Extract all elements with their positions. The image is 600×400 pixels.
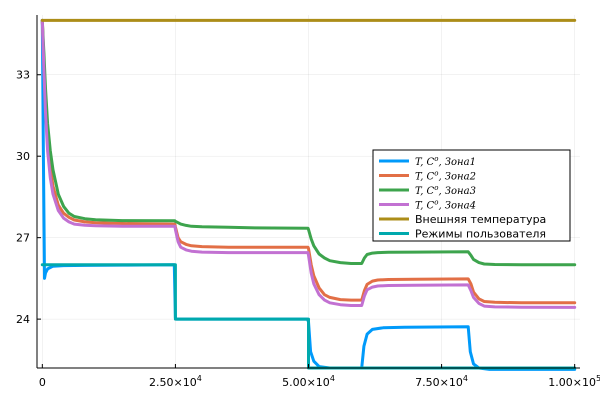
y-axis-ticks: 24 27 30 33 bbox=[16, 69, 41, 326]
x-tick-label: 5.00×104 bbox=[282, 374, 335, 389]
legend-label-2: T, Co, Зона2 bbox=[415, 170, 476, 183]
y-tick-label: 30 bbox=[16, 150, 30, 163]
y-tick-label: 33 bbox=[16, 69, 30, 82]
legend-label-5: Внешняя температура bbox=[415, 213, 546, 226]
x-tick-label: 0 bbox=[39, 376, 46, 389]
legend-label-4: T, Co, Зона4 bbox=[415, 199, 476, 212]
x-tick-label: 1.00×105 bbox=[548, 374, 600, 389]
series-line-2 bbox=[40, 18, 577, 305]
x-tick-label: 2.50×104 bbox=[149, 374, 202, 389]
y-tick-label: 27 bbox=[16, 232, 30, 245]
x-tick-label: 7.50×104 bbox=[415, 374, 468, 389]
series-line-4 bbox=[40, 18, 577, 309]
legend-label-3: T, Co, Зона3 bbox=[415, 184, 476, 197]
series-line-3 bbox=[40, 18, 577, 267]
legend-label-1: T, Co, Зона1 bbox=[415, 155, 476, 168]
legend-box bbox=[372, 149, 571, 242]
x-axis-ticks: 0 2.50×104 5.00×104 7.50×104 1.00×105 bbox=[39, 364, 600, 389]
legend-label-6: Режимы пользователя bbox=[415, 228, 546, 241]
y-tick-label: 24 bbox=[16, 313, 30, 326]
